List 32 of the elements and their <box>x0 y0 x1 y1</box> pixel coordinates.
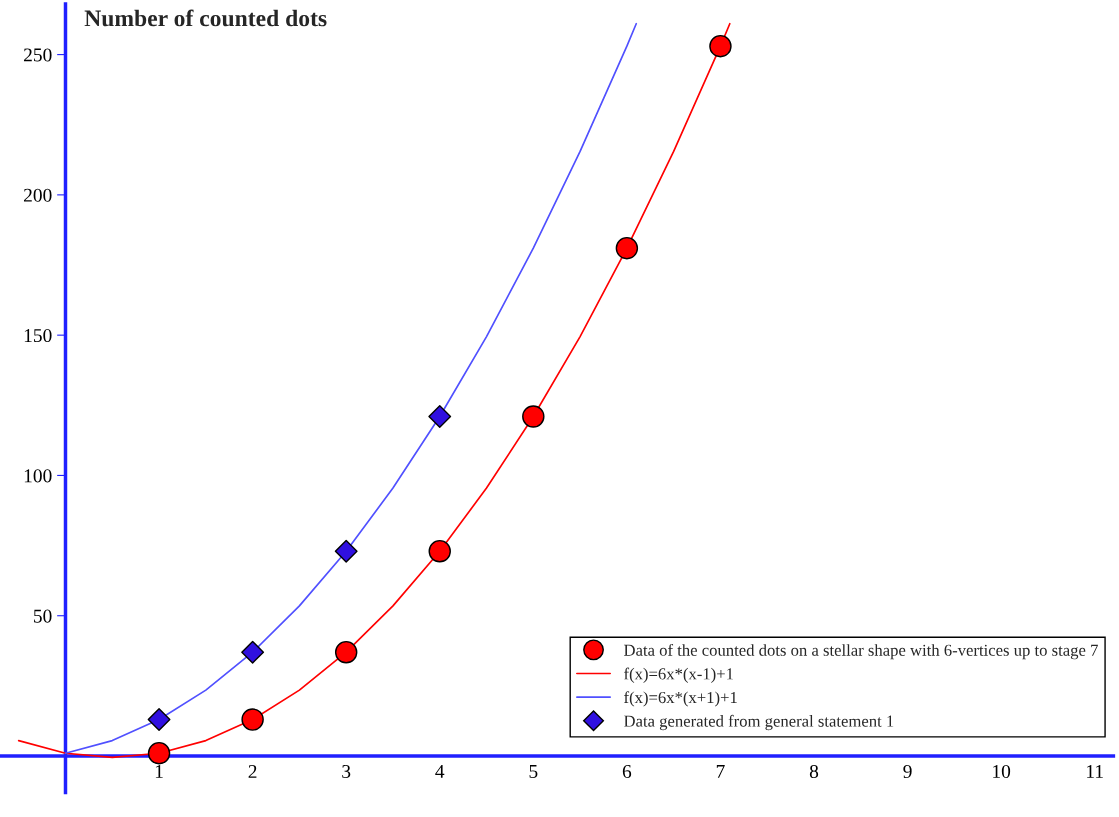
legend-label: f(x)=6x*(x+1)+1 <box>624 691 737 707</box>
x-tick-label: 6 <box>622 764 632 779</box>
x-tick-label: 8 <box>809 764 819 779</box>
x-tick-label: 9 <box>903 764 912 779</box>
point <box>709 34 732 58</box>
y-tick-label: 100 <box>24 469 52 483</box>
x-tick-label: 10 <box>993 764 1011 779</box>
point <box>615 236 639 260</box>
y-tick-label: 250 <box>23 48 52 62</box>
y-tick-label: 200 <box>23 188 52 202</box>
point <box>334 640 358 664</box>
y-tick-label: 50 <box>33 609 52 623</box>
x-tick-label: 7 <box>716 765 725 778</box>
x-tick-label: 3 <box>342 764 351 779</box>
y-tick-label: 150 <box>24 328 52 343</box>
point <box>522 405 545 428</box>
x-tick-label: 1 <box>155 765 163 778</box>
x-tick-label: 2 <box>248 764 257 778</box>
y-axis-title: Number of counted dots <box>84 9 327 27</box>
x-tick-label: 11 <box>1087 765 1103 778</box>
point <box>241 640 265 664</box>
x-tick-label: 5 <box>529 765 538 779</box>
point <box>428 405 452 428</box>
legend-label: Data of the counted dots on a stellar shape with 6-vertices up to stage 7 <box>624 643 1098 660</box>
point <box>334 539 358 563</box>
point <box>428 539 451 563</box>
legend-label: Data generated from general statement 1 <box>624 714 894 731</box>
point <box>147 708 171 731</box>
point <box>147 741 171 765</box>
point <box>241 708 264 731</box>
x-tick-label: 4 <box>435 765 445 778</box>
legend-label: f(x)=6x*(x-1)+1 <box>624 667 733 683</box>
